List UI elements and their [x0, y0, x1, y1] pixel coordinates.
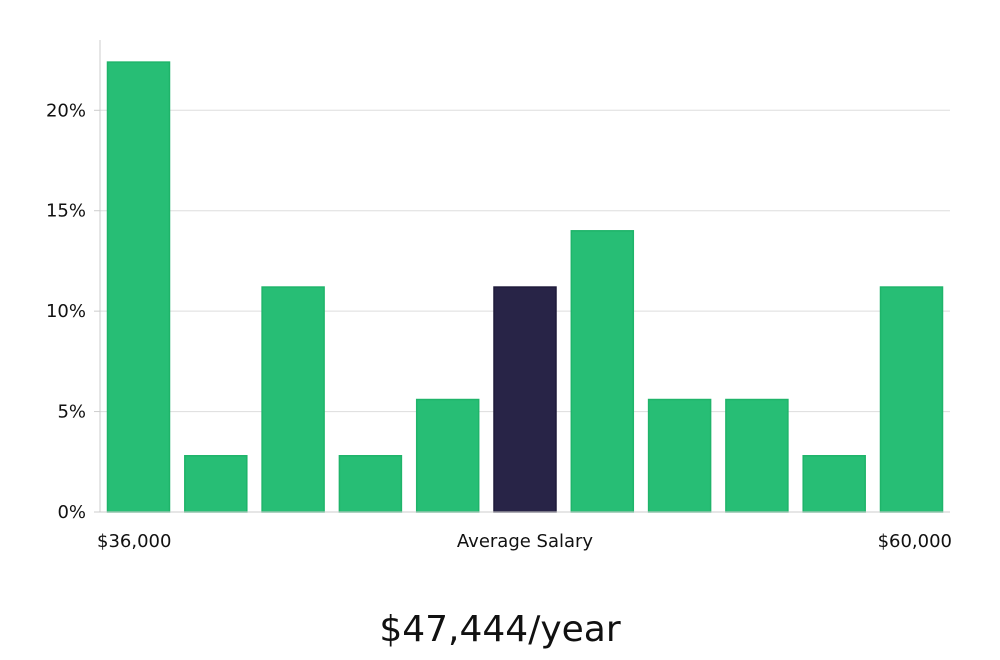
bar	[879, 286, 944, 513]
x-label-average: Average Salary	[457, 531, 594, 552]
bar	[184, 455, 248, 513]
bars	[106, 61, 944, 513]
y-tick-label: 5%	[57, 402, 86, 423]
salary-histogram-chart: 0% 5% 10% 15% 20% $36,000 Average Salary $60…	[46, 40, 952, 552]
bar-average-highlight	[493, 286, 557, 513]
bar	[415, 398, 480, 513]
bar	[570, 230, 635, 513]
average-salary-value: $47,444/year	[379, 609, 621, 650]
y-tick-label: 20%	[46, 100, 86, 121]
bar	[106, 61, 171, 513]
bar	[647, 398, 712, 513]
x-label-min: $36,000	[97, 531, 171, 552]
axes	[94, 40, 950, 513]
y-tick-label: 15%	[46, 201, 86, 222]
y-tick-labels: 0% 5% 10% 15% 20%	[46, 100, 86, 523]
y-tick-label: 0%	[57, 502, 86, 523]
bar	[725, 398, 789, 513]
bar	[338, 455, 403, 513]
bar	[261, 286, 325, 513]
bar	[802, 455, 866, 513]
y-tick-label: 10%	[46, 301, 86, 322]
x-labels: $36,000 Average Salary $60,000	[97, 531, 952, 552]
x-label-max: $60,000	[878, 531, 952, 552]
